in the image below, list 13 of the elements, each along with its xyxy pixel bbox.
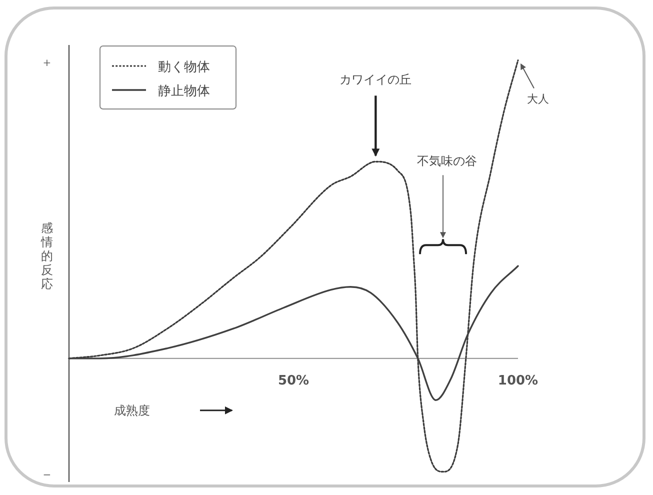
annotation: カワイイの丘 bbox=[340, 72, 412, 157]
legend-label: 動く物体 bbox=[158, 60, 210, 75]
y-axis-title: 感情的反応 bbox=[40, 221, 53, 291]
text: − bbox=[42, 470, 52, 481]
x-axis-title: 成熟度 bbox=[114, 403, 150, 418]
annotation: 不気味の谷 bbox=[417, 154, 478, 168]
annotation: カワイイの丘 bbox=[340, 72, 412, 87]
annotation: 大人 bbox=[527, 92, 549, 106]
x-tick-label: 100% bbox=[498, 373, 538, 388]
annotation: 大人 bbox=[520, 63, 549, 106]
text: + bbox=[42, 58, 52, 69]
x-tick-label: 50% bbox=[278, 373, 310, 388]
legend-label: 静止物体 bbox=[158, 84, 210, 99]
